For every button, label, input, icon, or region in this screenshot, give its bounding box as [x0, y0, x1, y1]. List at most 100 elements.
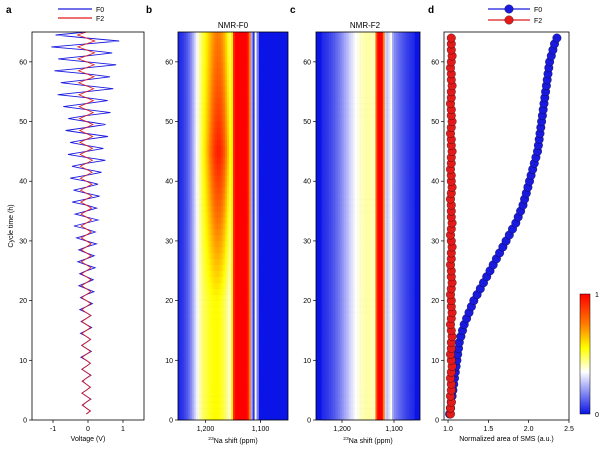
heatmap-cell: [343, 217, 347, 224]
heatmap-cell: [399, 211, 402, 218]
heatmap-cell: [382, 163, 386, 170]
heatmap-cell: [252, 193, 255, 200]
heatmap-cell: [187, 396, 191, 403]
heatmap-cell: [227, 133, 230, 140]
heatmap-cell: [199, 348, 202, 355]
heatmap-cell: [394, 414, 397, 421]
heatmap-cell: [238, 55, 242, 63]
heatmap-cell: [197, 55, 200, 63]
heatmap-cell: [209, 372, 212, 379]
heatmap-cell: [231, 121, 234, 128]
heatmap-cell: [321, 234, 324, 242]
heatmap-cell: [195, 79, 198, 87]
heatmap-cell: [207, 264, 210, 272]
heatmap-cell: [215, 360, 218, 367]
heatmap-cell: [248, 246, 251, 254]
heatmap-cell: [356, 169, 360, 176]
heatmap-cell: [392, 306, 395, 313]
heatmap-cell: [227, 91, 230, 98]
heatmap-cell: [244, 217, 248, 224]
heatmap-cell: [236, 354, 240, 361]
heatmap-cell: [321, 276, 324, 284]
heatmap-cell: [219, 217, 222, 224]
heatmap-cell: [407, 211, 410, 218]
heatmap-cell: [330, 312, 334, 319]
heatmap-cell: [334, 402, 337, 409]
heatmap-cell: [219, 115, 222, 122]
heatmap-cell: [368, 402, 371, 409]
heatmap-cell: [336, 246, 339, 254]
heatmap-cell: [407, 223, 410, 230]
heatmap-cell: [181, 187, 185, 194]
heatmap-cell: [225, 252, 228, 260]
heatmap-cell: [225, 282, 228, 289]
heatmap-cell: [353, 342, 356, 349]
heatmap-cell: [183, 61, 187, 69]
heatmap-cell: [349, 288, 352, 295]
heatmap-cell: [197, 300, 200, 307]
heatmap-cell: [242, 270, 246, 278]
heatmap-cell: [340, 384, 343, 391]
heatmap-cell: [252, 360, 255, 367]
heatmap-cell: [330, 324, 334, 331]
heatmap-cell: [178, 366, 181, 373]
heatmap-cell: [384, 193, 387, 200]
heatmap-cell: [379, 366, 382, 373]
heatmap-cell: [392, 193, 395, 200]
heatmap-cell: [379, 163, 382, 170]
heatmap-cell: [325, 228, 328, 236]
heatmap-cell: [329, 324, 332, 331]
heatmap-cell: [353, 408, 356, 415]
heatmap-cell: [397, 330, 400, 337]
heatmap-cell: [217, 282, 220, 289]
heatmap-cell: [401, 193, 404, 200]
heatmap-cell: [256, 276, 259, 284]
heatmap-cell: [223, 258, 226, 266]
heatmap-cell: [209, 163, 212, 170]
heatmap-cell: [189, 312, 193, 319]
heatmap-cell: [379, 169, 382, 176]
heatmap-cell: [369, 408, 373, 415]
heatmap-cell: [356, 354, 360, 361]
y-tick-label: 30: [165, 238, 173, 245]
heatmap-cell: [355, 342, 358, 349]
heatmap-cell: [358, 282, 361, 289]
heatmap-cell: [209, 151, 212, 158]
heatmap-cell: [178, 342, 181, 349]
heatmap-cell: [252, 199, 255, 206]
heatmap-cell: [381, 390, 384, 397]
heatmap-cell: [345, 163, 348, 170]
heatmap-cell: [377, 151, 380, 158]
heatmap-cell: [399, 294, 402, 301]
heatmap-cell: [238, 306, 242, 313]
heatmap-cell: [382, 199, 386, 206]
heatmap-cell: [399, 336, 402, 343]
heatmap-cell: [338, 378, 341, 385]
heatmap-cell: [201, 85, 204, 92]
heatmap-cell: [246, 270, 250, 278]
heatmap-cell: [227, 276, 230, 284]
heatmap-cell: [191, 234, 195, 242]
heatmap-cell: [369, 396, 373, 403]
heatmap-cell: [205, 408, 208, 415]
heatmap-cell: [209, 258, 212, 266]
heatmap-cell: [340, 234, 343, 242]
heatmap-cell: [405, 390, 408, 397]
heatmap-cell: [187, 37, 191, 45]
heatmap-cell: [358, 234, 361, 242]
heatmap-cell: [183, 145, 187, 152]
heatmap-cell: [338, 175, 341, 182]
heatmap-cell: [238, 246, 242, 254]
heatmap-cell: [254, 109, 257, 116]
heatmap-cell: [195, 163, 198, 170]
heatmap-cell: [195, 169, 198, 176]
heatmap-cell: [330, 402, 334, 409]
heatmap-cell: [343, 246, 347, 254]
heatmap-cell: [193, 205, 196, 212]
heatmap-cell: [407, 181, 410, 188]
heatmap-cell: [207, 288, 210, 295]
heatmap-cell: [219, 234, 222, 242]
heatmap-cell: [343, 288, 347, 295]
heatmap-cell: [347, 360, 350, 367]
heatmap-cell: [231, 330, 234, 337]
